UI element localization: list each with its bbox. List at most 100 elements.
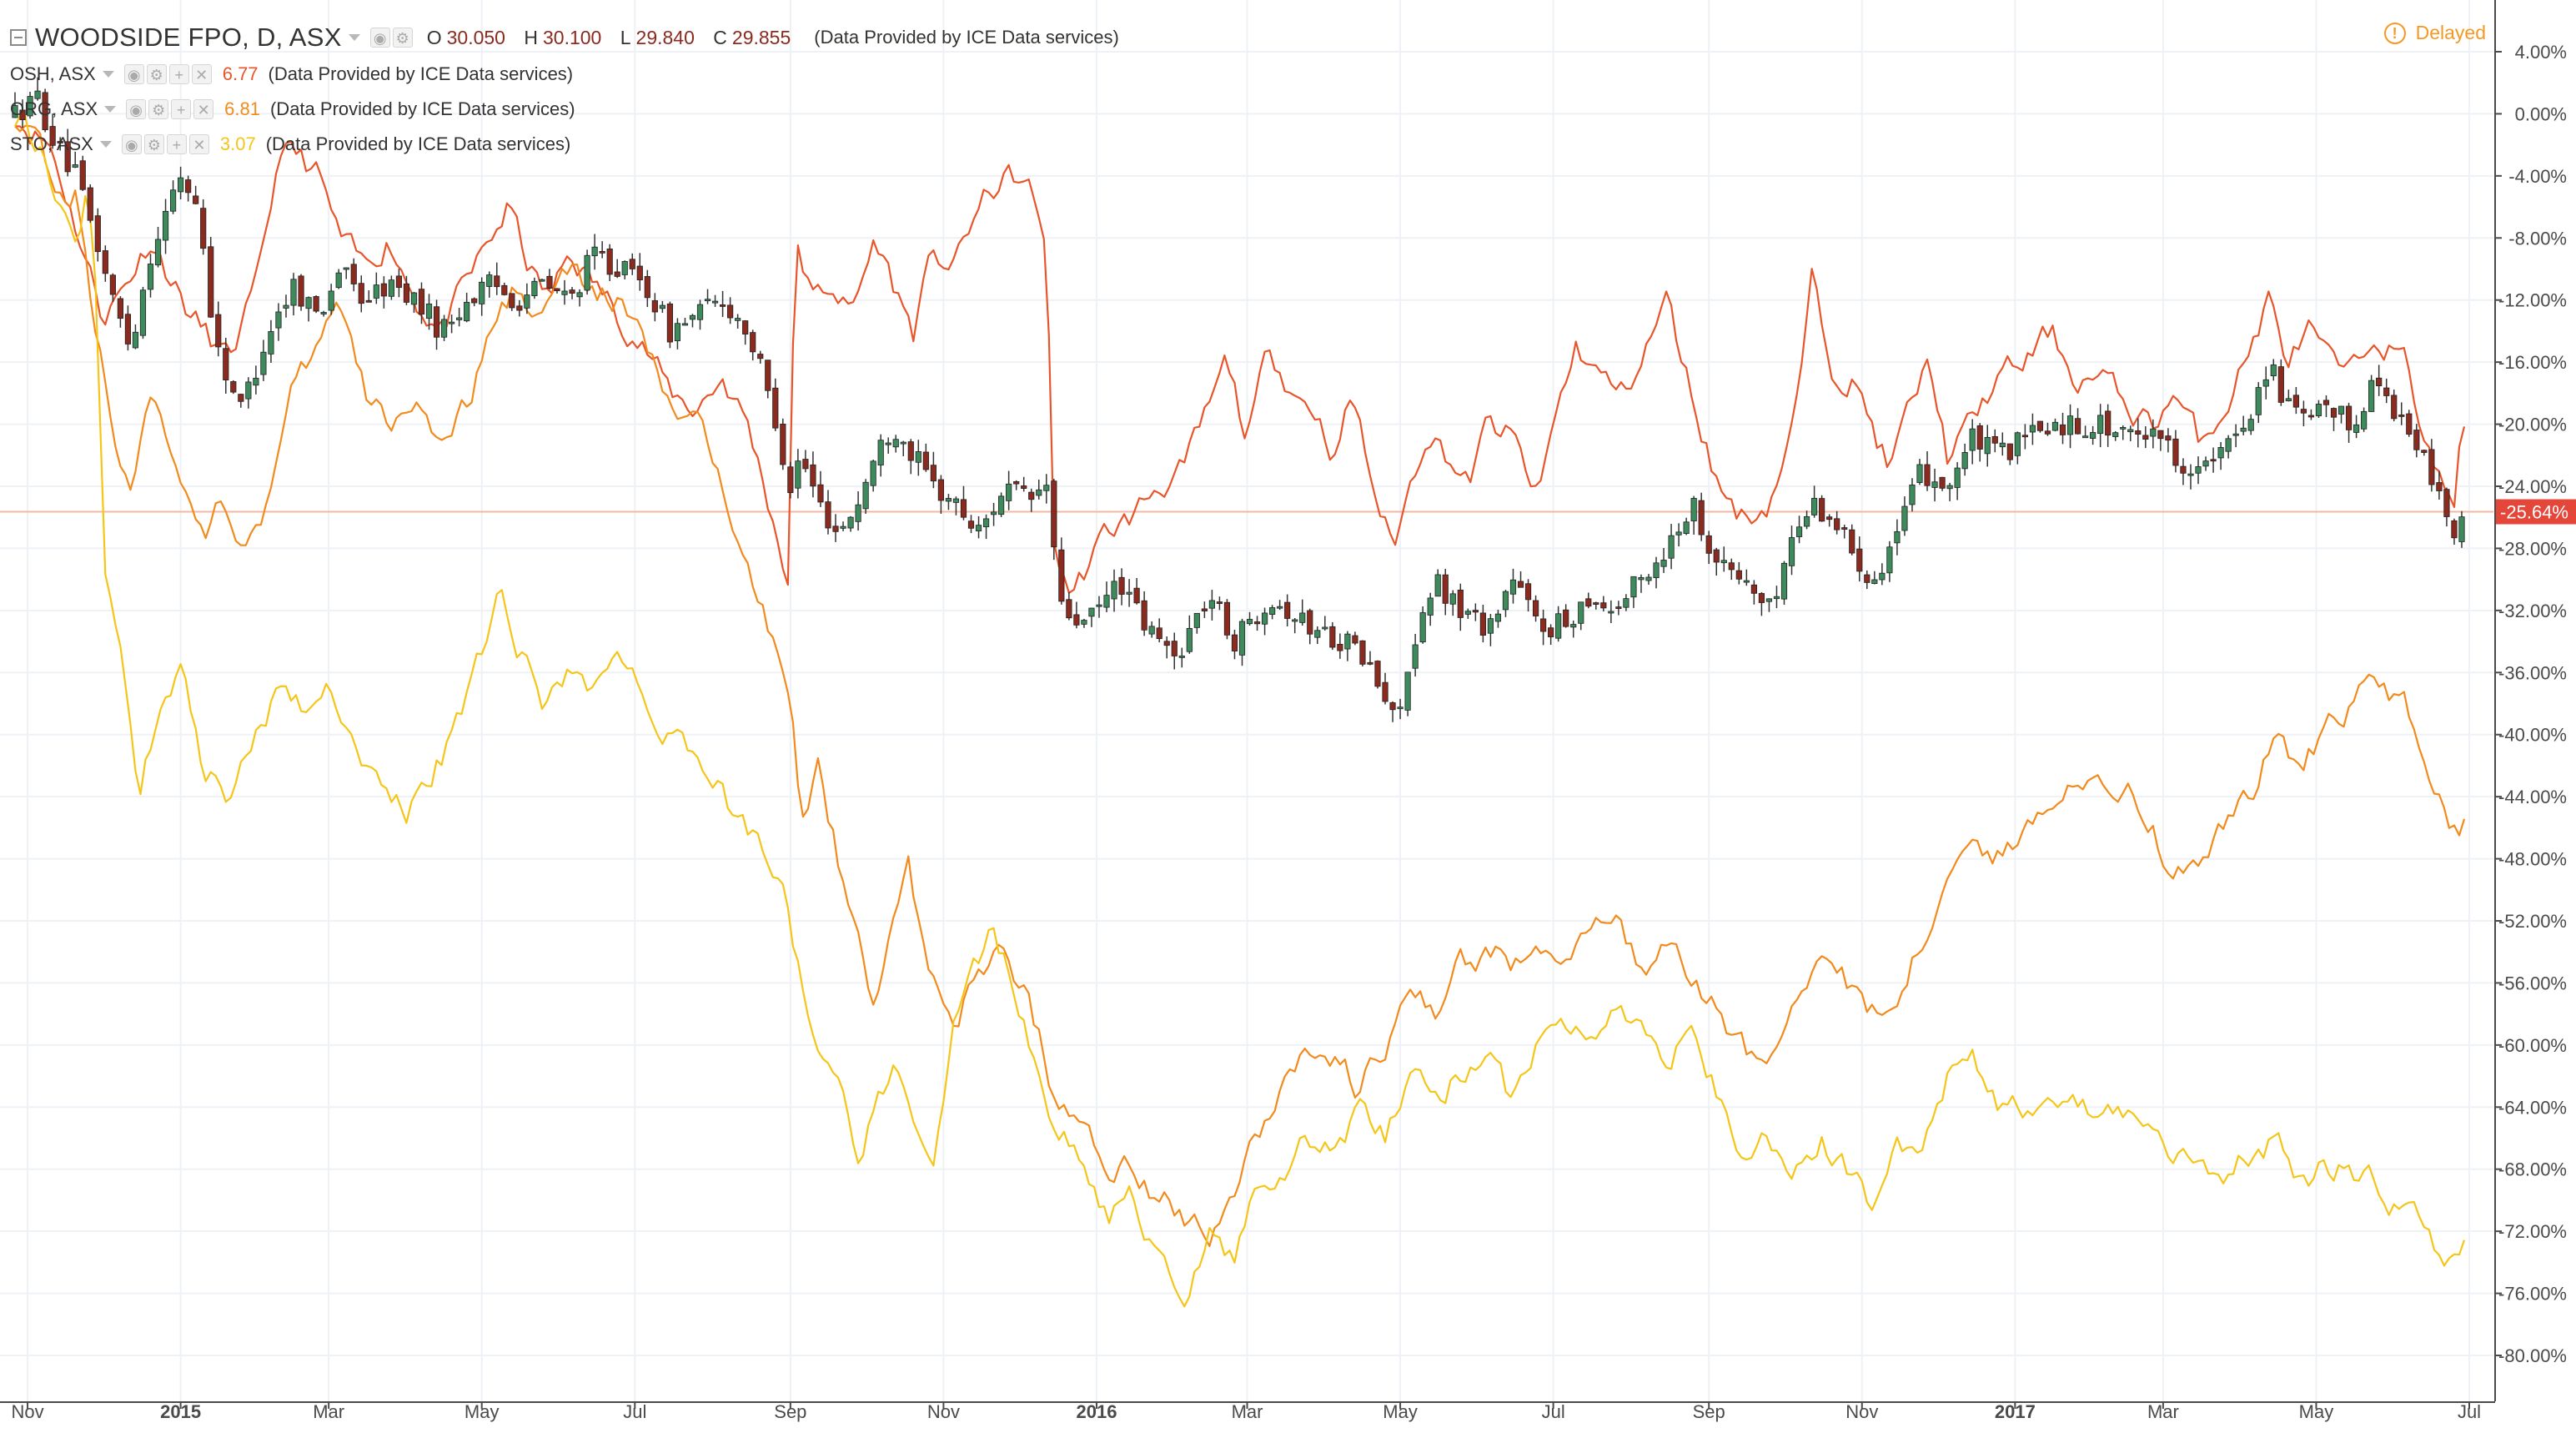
candle-body[interactable] <box>1638 576 1645 581</box>
candle-body[interactable] <box>2270 365 2277 376</box>
candle-body[interactable] <box>283 304 289 309</box>
candle-body[interactable] <box>1096 604 1102 607</box>
candle-body[interactable] <box>1457 589 1464 618</box>
candle-body[interactable] <box>1765 598 1773 602</box>
candle-body[interactable] <box>2436 482 2443 491</box>
candle-body[interactable] <box>350 264 357 284</box>
candle-body[interactable] <box>666 303 674 343</box>
candle-body[interactable] <box>1991 436 1998 444</box>
candle-body[interactable] <box>1103 595 1110 608</box>
candle-body[interactable] <box>1163 641 1170 646</box>
candle-body[interactable] <box>900 441 906 445</box>
candle-body[interactable] <box>1509 579 1517 595</box>
candle-body[interactable] <box>494 275 500 288</box>
candle-body[interactable] <box>388 279 394 297</box>
compare-symbol-label[interactable]: STO, ASX <box>10 133 93 154</box>
candle-body[interactable] <box>1532 600 1539 616</box>
candle-body[interactable] <box>373 284 379 299</box>
candle-body[interactable] <box>1841 527 1848 530</box>
candle-body[interactable] <box>1253 621 1261 625</box>
candle-body[interactable] <box>509 293 515 309</box>
candle-body[interactable] <box>57 141 63 143</box>
gear-icon[interactable]: ⚙ <box>143 134 164 154</box>
candle-body[interactable] <box>2322 400 2330 405</box>
candle-body[interactable] <box>659 304 665 309</box>
candle-body[interactable] <box>674 323 681 342</box>
candle-body[interactable] <box>1886 546 1893 574</box>
candle-body[interactable] <box>877 440 884 465</box>
candle-body[interactable] <box>169 189 177 212</box>
candle-body[interactable] <box>94 215 101 253</box>
legend-main-row[interactable]: WOODSIDE FPO, D, ASX ◉ ⚙ O 30.050 H 30.100… <box>10 18 1119 57</box>
candle-body[interactable] <box>2277 366 2284 403</box>
candle-body[interactable] <box>802 459 809 470</box>
candle-body[interactable] <box>185 179 192 194</box>
candle-body[interactable] <box>2172 438 2179 466</box>
candle-body[interactable] <box>2240 427 2247 432</box>
plus-icon[interactable]: + <box>166 134 187 154</box>
candle-body[interactable] <box>591 246 598 257</box>
candle-body[interactable] <box>930 465 936 482</box>
candle-body[interactable] <box>1133 587 1140 604</box>
candle-body[interactable] <box>967 520 975 529</box>
close-icon[interactable]: ✕ <box>188 134 209 154</box>
candle-body[interactable] <box>1563 609 1569 627</box>
candle-body[interactable] <box>1043 485 1050 491</box>
candle-body[interactable] <box>456 317 463 320</box>
candle-body[interactable] <box>193 195 199 204</box>
candle-body[interactable] <box>1683 521 1690 535</box>
candle-body[interactable] <box>313 296 319 312</box>
candle-body[interactable] <box>1397 706 1403 710</box>
candle-body[interactable] <box>599 250 605 254</box>
eye-icon[interactable]: ◉ <box>121 134 142 154</box>
candle-body[interactable] <box>2217 447 2224 459</box>
candle-body[interactable] <box>1600 602 1607 609</box>
compare-symbol-label[interactable]: OSH, ASX <box>10 63 96 84</box>
candle-body[interactable] <box>1434 574 1441 597</box>
candle-body[interactable] <box>2036 420 2044 431</box>
candle-body[interactable] <box>1073 614 1080 626</box>
candle-body[interactable] <box>696 304 704 320</box>
candle-body[interactable] <box>621 261 628 275</box>
candle-body[interactable] <box>2368 380 2375 412</box>
candle-body[interactable] <box>681 323 689 326</box>
candle-body[interactable] <box>2090 432 2096 439</box>
candle-body[interactable] <box>2051 421 2059 431</box>
candle-body[interactable] <box>27 96 33 117</box>
candle-body[interactable] <box>1871 579 1878 584</box>
candle-body[interactable] <box>840 525 846 529</box>
candle-body[interactable] <box>403 283 410 303</box>
candle-body[interactable] <box>1442 574 1449 604</box>
candle-body[interactable] <box>2345 405 2353 430</box>
series-line-osh[interactable] <box>14 125 2466 594</box>
candle-body[interactable] <box>1864 574 1870 583</box>
candle-body[interactable] <box>1382 681 1388 702</box>
candle-body[interactable] <box>380 283 387 297</box>
candle-body[interactable] <box>780 424 786 465</box>
candle-body[interactable] <box>1811 497 1818 515</box>
candle-body[interactable] <box>1834 518 1840 530</box>
candle-body[interactable] <box>1186 627 1193 652</box>
candle-body[interactable] <box>1578 601 1584 624</box>
candle-body[interactable] <box>719 304 726 307</box>
candle-body[interactable] <box>2044 430 2051 435</box>
chevron-down-icon[interactable] <box>104 106 117 113</box>
candle-body[interactable] <box>787 466 794 494</box>
eye-icon[interactable]: ◉ <box>123 64 144 84</box>
candle-body[interactable] <box>952 498 960 503</box>
candle-body[interactable] <box>546 275 553 289</box>
candle-body[interactable] <box>1066 599 1072 619</box>
candle-body[interactable] <box>1141 600 1147 631</box>
candle-body[interactable] <box>892 439 899 448</box>
candle-body[interactable] <box>1449 593 1456 605</box>
candle-body[interactable] <box>651 300 658 313</box>
candle-body[interactable] <box>2105 410 2112 436</box>
candle-body[interactable] <box>689 314 696 320</box>
candle-body[interactable] <box>644 276 650 299</box>
candle-body[interactable] <box>64 141 71 173</box>
candle-body[interactable] <box>1051 480 1057 548</box>
candle-body[interactable] <box>42 92 48 131</box>
candle-body[interactable] <box>1653 562 1660 578</box>
candle-body[interactable] <box>1849 529 1855 554</box>
candle-body[interactable] <box>335 272 342 289</box>
